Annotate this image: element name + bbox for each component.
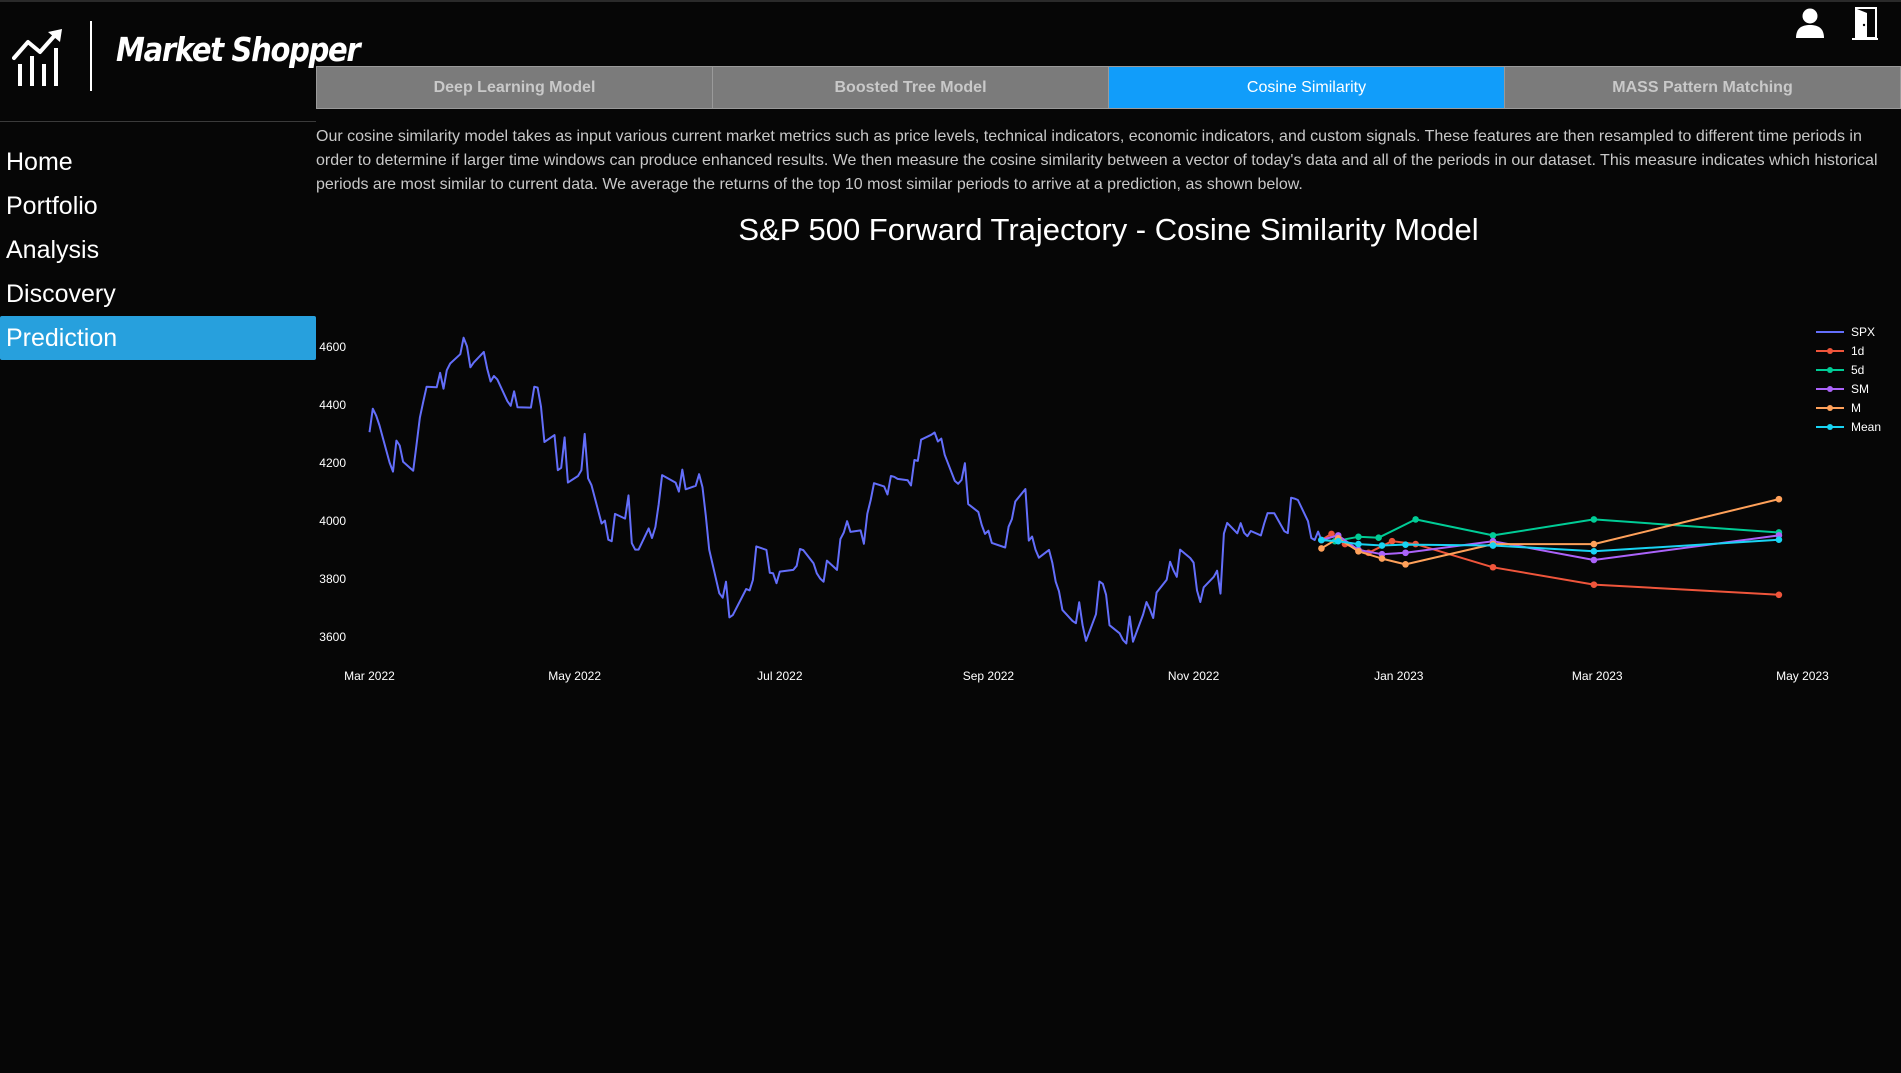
legend-marker-1d	[1827, 348, 1833, 354]
chart-title: S&P 500 Forward Trajectory - Cosine Simi…	[738, 212, 1479, 247]
y-tick-label: 4200	[319, 456, 346, 470]
x-tick-label: Nov 2022	[1168, 669, 1220, 683]
market-chart-logo-icon	[12, 28, 72, 90]
sidebar-item-home[interactable]: Home	[6, 148, 73, 176]
x-tick-label: Jan 2023	[1374, 669, 1424, 683]
data-point-5d	[1355, 533, 1362, 541]
data-point-M	[1402, 561, 1409, 568]
sidebar-item-discovery[interactable]: Discovery	[6, 280, 116, 308]
data-point-1d	[1388, 537, 1396, 545]
sidebar-item-portfolio[interactable]: Portfolio	[6, 192, 98, 220]
data-point-M	[1590, 540, 1598, 548]
model-tabs: Deep Learning Model Boosted Tree Model C…	[316, 66, 1901, 109]
data-point-SM	[1402, 549, 1409, 557]
data-point-M	[1355, 548, 1362, 555]
data-point-1d	[1590, 581, 1598, 588]
data-point-Mean	[1355, 540, 1362, 548]
series-line-M	[1320, 498, 1780, 566]
data-point-Mean	[1378, 542, 1386, 549]
legend-label: Mean	[1851, 420, 1881, 434]
data-point-5d	[1375, 534, 1382, 541]
data-point-5d	[1489, 532, 1497, 539]
legend-label: SM	[1851, 382, 1869, 396]
x-tick-label: Jul 2022	[757, 669, 803, 683]
legend-marker-SM	[1827, 386, 1833, 392]
data-point-M	[1318, 545, 1325, 552]
model-description: Our cosine similarity model takes as inp…	[316, 128, 1878, 193]
data-point-5d	[1590, 516, 1598, 523]
y-tick-label: 3600	[319, 630, 346, 644]
series-line-SPX	[368, 336, 1323, 645]
tab-boosted-tree-model[interactable]: Boosted Tree Model	[712, 66, 1108, 109]
app-name: Market Shopper	[116, 30, 361, 69]
legend-label: 5d	[1851, 363, 1864, 377]
top-border	[0, 0, 1901, 2]
series-line-SM	[1321, 534, 1780, 561]
x-tick-label: Sep 2022	[963, 669, 1015, 683]
data-point-1d	[1328, 530, 1335, 538]
door-exit-icon[interactable]	[1850, 6, 1880, 40]
data-point-M	[1775, 495, 1783, 503]
data-point-Mean	[1318, 536, 1325, 544]
data-point-Mean	[1590, 548, 1598, 555]
tab-mass-pattern-matching[interactable]: MASS Pattern Matching	[1504, 66, 1901, 109]
forward-trajectory-chart: 3600 3800 4000 4200 4400 4600 Mar 2022 May 2022…	[316, 310, 1901, 720]
sidebar: Market Shopper Home Portfolio Analysis D…	[0, 0, 361, 1073]
x-tick-label: May 2023	[1776, 669, 1829, 683]
legend-label: SPX	[1851, 325, 1875, 339]
data-point-1d	[1489, 563, 1497, 571]
legend-marker-Mean	[1827, 424, 1833, 430]
data-point-Mean	[1334, 537, 1342, 545]
legend-label: 1d	[1851, 344, 1864, 358]
legend-marker-5d	[1827, 367, 1833, 373]
x-tick-label: Mar 2023	[1572, 669, 1623, 683]
y-tick-label: 3800	[319, 572, 346, 586]
sidebar-item-analysis[interactable]: Analysis	[6, 236, 100, 264]
legend-marker-M	[1827, 405, 1833, 411]
brand-header: Market Shopper	[0, 0, 361, 122]
legend-label: M	[1851, 401, 1861, 415]
y-tick-label: 4600	[319, 340, 346, 354]
y-tick-label: 4400	[319, 398, 346, 412]
series-line-5d	[1321, 518, 1779, 543]
user-icon[interactable]	[1795, 6, 1825, 40]
data-point-Mean	[1402, 541, 1409, 548]
series-line-Mean	[1321, 538, 1779, 553]
data-point-5d	[1412, 516, 1419, 523]
data-point-Mean	[1489, 542, 1497, 549]
x-tick-label: May 2022	[548, 669, 601, 683]
sidebar-item-prediction[interactable]: Prediction	[0, 316, 316, 360]
data-point-1d	[1775, 591, 1783, 599]
tab-deep-learning-model[interactable]: Deep Learning Model	[316, 66, 712, 109]
x-tick-label: Mar 2022	[344, 669, 395, 683]
data-point-Mean	[1775, 536, 1783, 544]
tab-cosine-similarity[interactable]: Cosine Similarity	[1108, 66, 1504, 109]
chart-svg: 3600 3800 4000 4200 4400 4600 Mar 2022 May 2022…	[319, 325, 1881, 683]
sidebar-nav: Home Portfolio Analysis Discovery Predic…	[0, 140, 316, 360]
data-point-SM	[1590, 556, 1598, 564]
brand-divider	[90, 21, 92, 91]
y-tick-label: 4000	[319, 514, 346, 528]
data-point-M	[1378, 555, 1386, 562]
